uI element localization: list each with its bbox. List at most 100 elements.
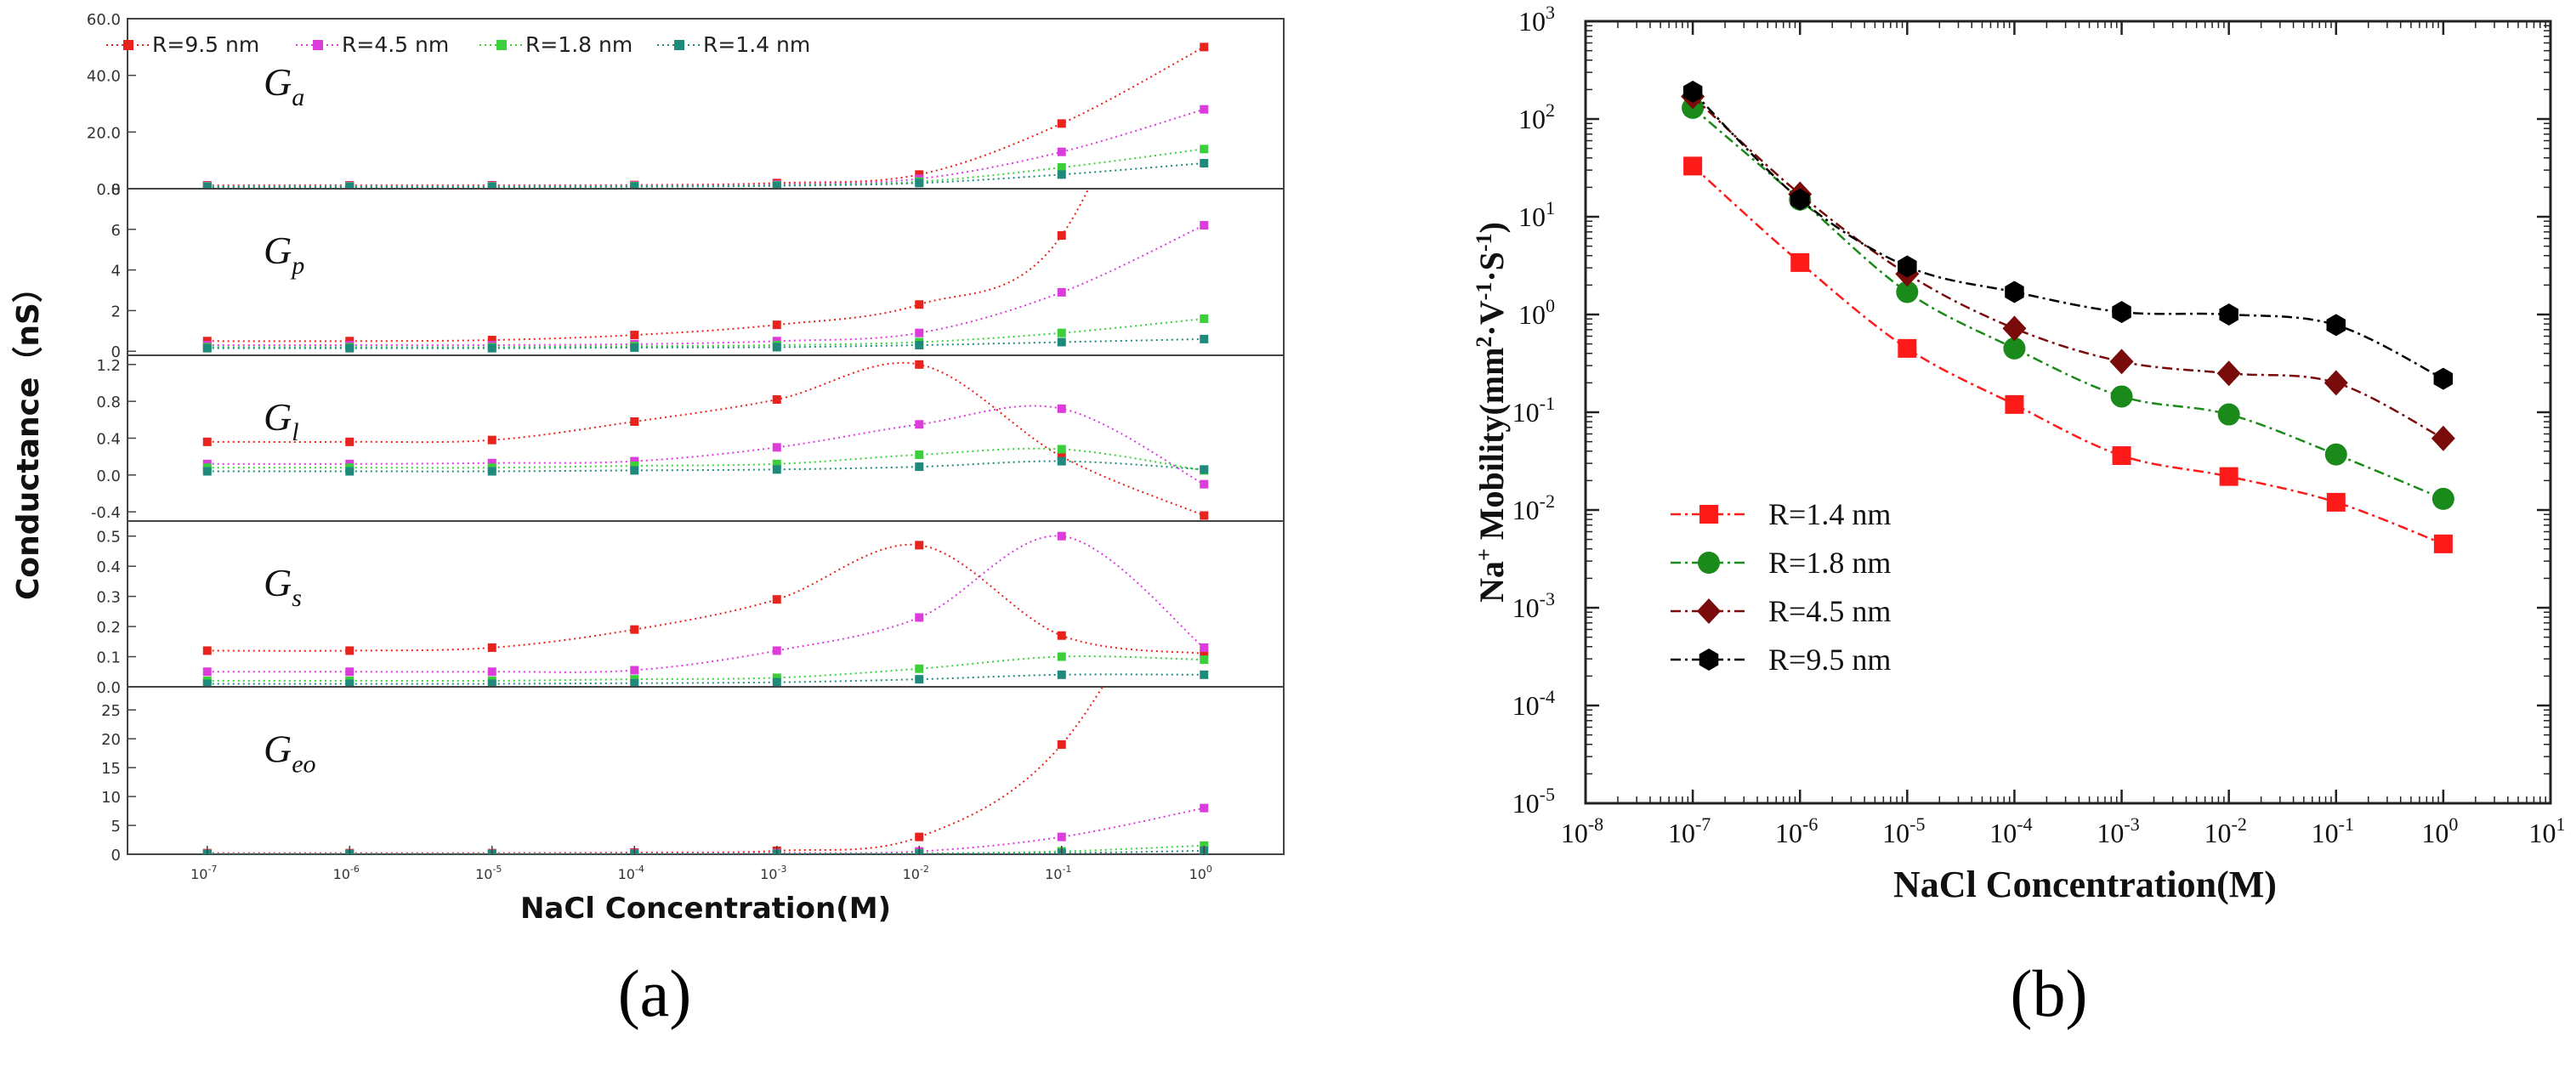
plot-frame: [127, 18, 1285, 855]
legend-marker: [674, 40, 684, 50]
data-point-hexagon: [2326, 314, 2346, 337]
tick-exponent: -2: [1540, 490, 1555, 512]
x-tick-label: 10-1: [1045, 864, 1071, 882]
data-point: [1200, 465, 1209, 474]
ylabel-superscript: -1: [1472, 282, 1496, 301]
data-point: [1200, 479, 1209, 489]
data-point-diamond: [2109, 348, 2134, 375]
data-point: [1057, 163, 1066, 172]
data-point: [202, 679, 212, 687]
data-point: [915, 462, 924, 472]
data-point: [772, 673, 781, 683]
subplot-label: Gs: [264, 561, 302, 612]
data-point-square: [2112, 446, 2131, 466]
tick-exponent: -4: [635, 864, 644, 875]
data-point-hexagon: [2112, 301, 2131, 324]
tick-base: 10: [760, 866, 777, 882]
data-point-circle: [2431, 487, 2454, 510]
legend-label: R=9.5 nm: [152, 32, 259, 57]
tick-exponent: -7: [1695, 813, 1711, 835]
series-line-r-9-5-nm: [207, 46, 1205, 187]
y-tick-label: 0: [111, 343, 121, 361]
data-point: [202, 343, 212, 353]
data-point: [772, 646, 781, 655]
series-line-r-1-4-nm: [1692, 165, 2444, 546]
data-point: [1200, 144, 1209, 154]
x-tick-label: 10-5: [1882, 813, 1925, 848]
series-line-r-1-8-nm: [207, 148, 1205, 188]
y-tick-label: 0.1: [96, 649, 121, 667]
y-tick-label: 101: [1518, 197, 1555, 232]
tick-base: 10: [1045, 866, 1062, 882]
tick-base: 10: [1518, 201, 1546, 232]
data-point-diamond: [2216, 360, 2241, 387]
data-point: [630, 456, 639, 466]
data-point: [772, 595, 781, 604]
data-point-circle: [2324, 443, 2347, 466]
x-tick-label: 10-2: [903, 864, 929, 882]
tick-base: 10: [618, 866, 635, 882]
data-point: [1057, 337, 1066, 347]
panel-b-label: (b): [2011, 956, 2088, 1030]
x-tick-label: 10-4: [1989, 813, 2032, 848]
tick-exponent: 1: [1546, 197, 1555, 218]
y-axis-label: Na+ Mobility(mm2·V-1·S-1): [1472, 222, 1511, 603]
data-point: [630, 666, 639, 675]
legend-label: R=1.8 nm: [525, 32, 633, 57]
subplot-subscript: p: [290, 252, 304, 280]
tick-exponent: 1: [2556, 813, 2566, 835]
y-tick-label: 10: [101, 789, 121, 807]
data-point-hexagon: [1682, 80, 1703, 103]
data-point: [345, 679, 355, 687]
data-point: [1057, 456, 1066, 466]
legend-label: R=4.5 nm: [1768, 594, 1891, 628]
data-point: [345, 343, 355, 353]
data-point: [487, 343, 496, 353]
tick-exponent: 2: [1546, 99, 1555, 121]
subplot-subscript: l: [292, 418, 298, 446]
tick-base: 10: [475, 866, 492, 882]
x-tick-label: 10-8: [1561, 813, 1603, 848]
legend-marker: [123, 40, 133, 50]
legend-label: R=4.5 nm: [342, 32, 449, 57]
legend-marker: [496, 40, 507, 50]
data-point: [487, 458, 496, 468]
subplot-label: Gp: [264, 229, 304, 280]
data-point-square: [2326, 492, 2346, 512]
subplot-subscript: a: [292, 83, 304, 111]
y-tick-label: 15: [101, 760, 121, 778]
tick-exponent: -5: [1909, 813, 1925, 835]
data-point: [1200, 649, 1209, 658]
data-point: [1057, 230, 1066, 240]
x-tick-label: 10-3: [760, 864, 786, 882]
x-tick-label: 10-4: [618, 864, 644, 882]
data-point: [1200, 511, 1209, 520]
data-point-hexagon: [1898, 255, 1917, 278]
data-point: [915, 360, 924, 369]
tick-exponent: -2: [920, 864, 929, 875]
data-point: [1200, 42, 1209, 52]
y-tick-label: 20.0: [87, 124, 121, 142]
tick-exponent: -4: [1540, 686, 1555, 707]
data-point-diamond: [2324, 370, 2348, 396]
data-point: [772, 443, 781, 452]
ylabel-superscript: 2: [1472, 337, 1496, 348]
data-point: [1057, 119, 1066, 128]
y-tick-label: 0: [111, 847, 121, 864]
data-point: [772, 395, 781, 404]
data-point: [1200, 334, 1209, 343]
tick-base: 10: [2529, 818, 2556, 848]
tick-base: 10: [1512, 397, 1540, 428]
data-point-hexagon: [2219, 303, 2238, 326]
x-tick-label: 10-7: [1668, 813, 1711, 848]
y-tick-label: -0.4: [91, 504, 121, 522]
data-point: [1057, 652, 1066, 661]
tick-exponent: -5: [1540, 784, 1555, 805]
series-line-r-4-5-nm: [207, 405, 1205, 485]
data-point-square: [1683, 156, 1703, 176]
legend-label: R=1.8 nm: [1768, 546, 1891, 580]
subplot-symbol: G: [264, 60, 292, 104]
tick-exponent: -3: [777, 864, 786, 875]
tick-base: 10: [2421, 818, 2448, 848]
panel-b-mobility-chart: 10-8 10-7 10-6 10-5 10-4 10-3 10-2 10-1 100 10110…: [1472, 2, 2566, 905]
